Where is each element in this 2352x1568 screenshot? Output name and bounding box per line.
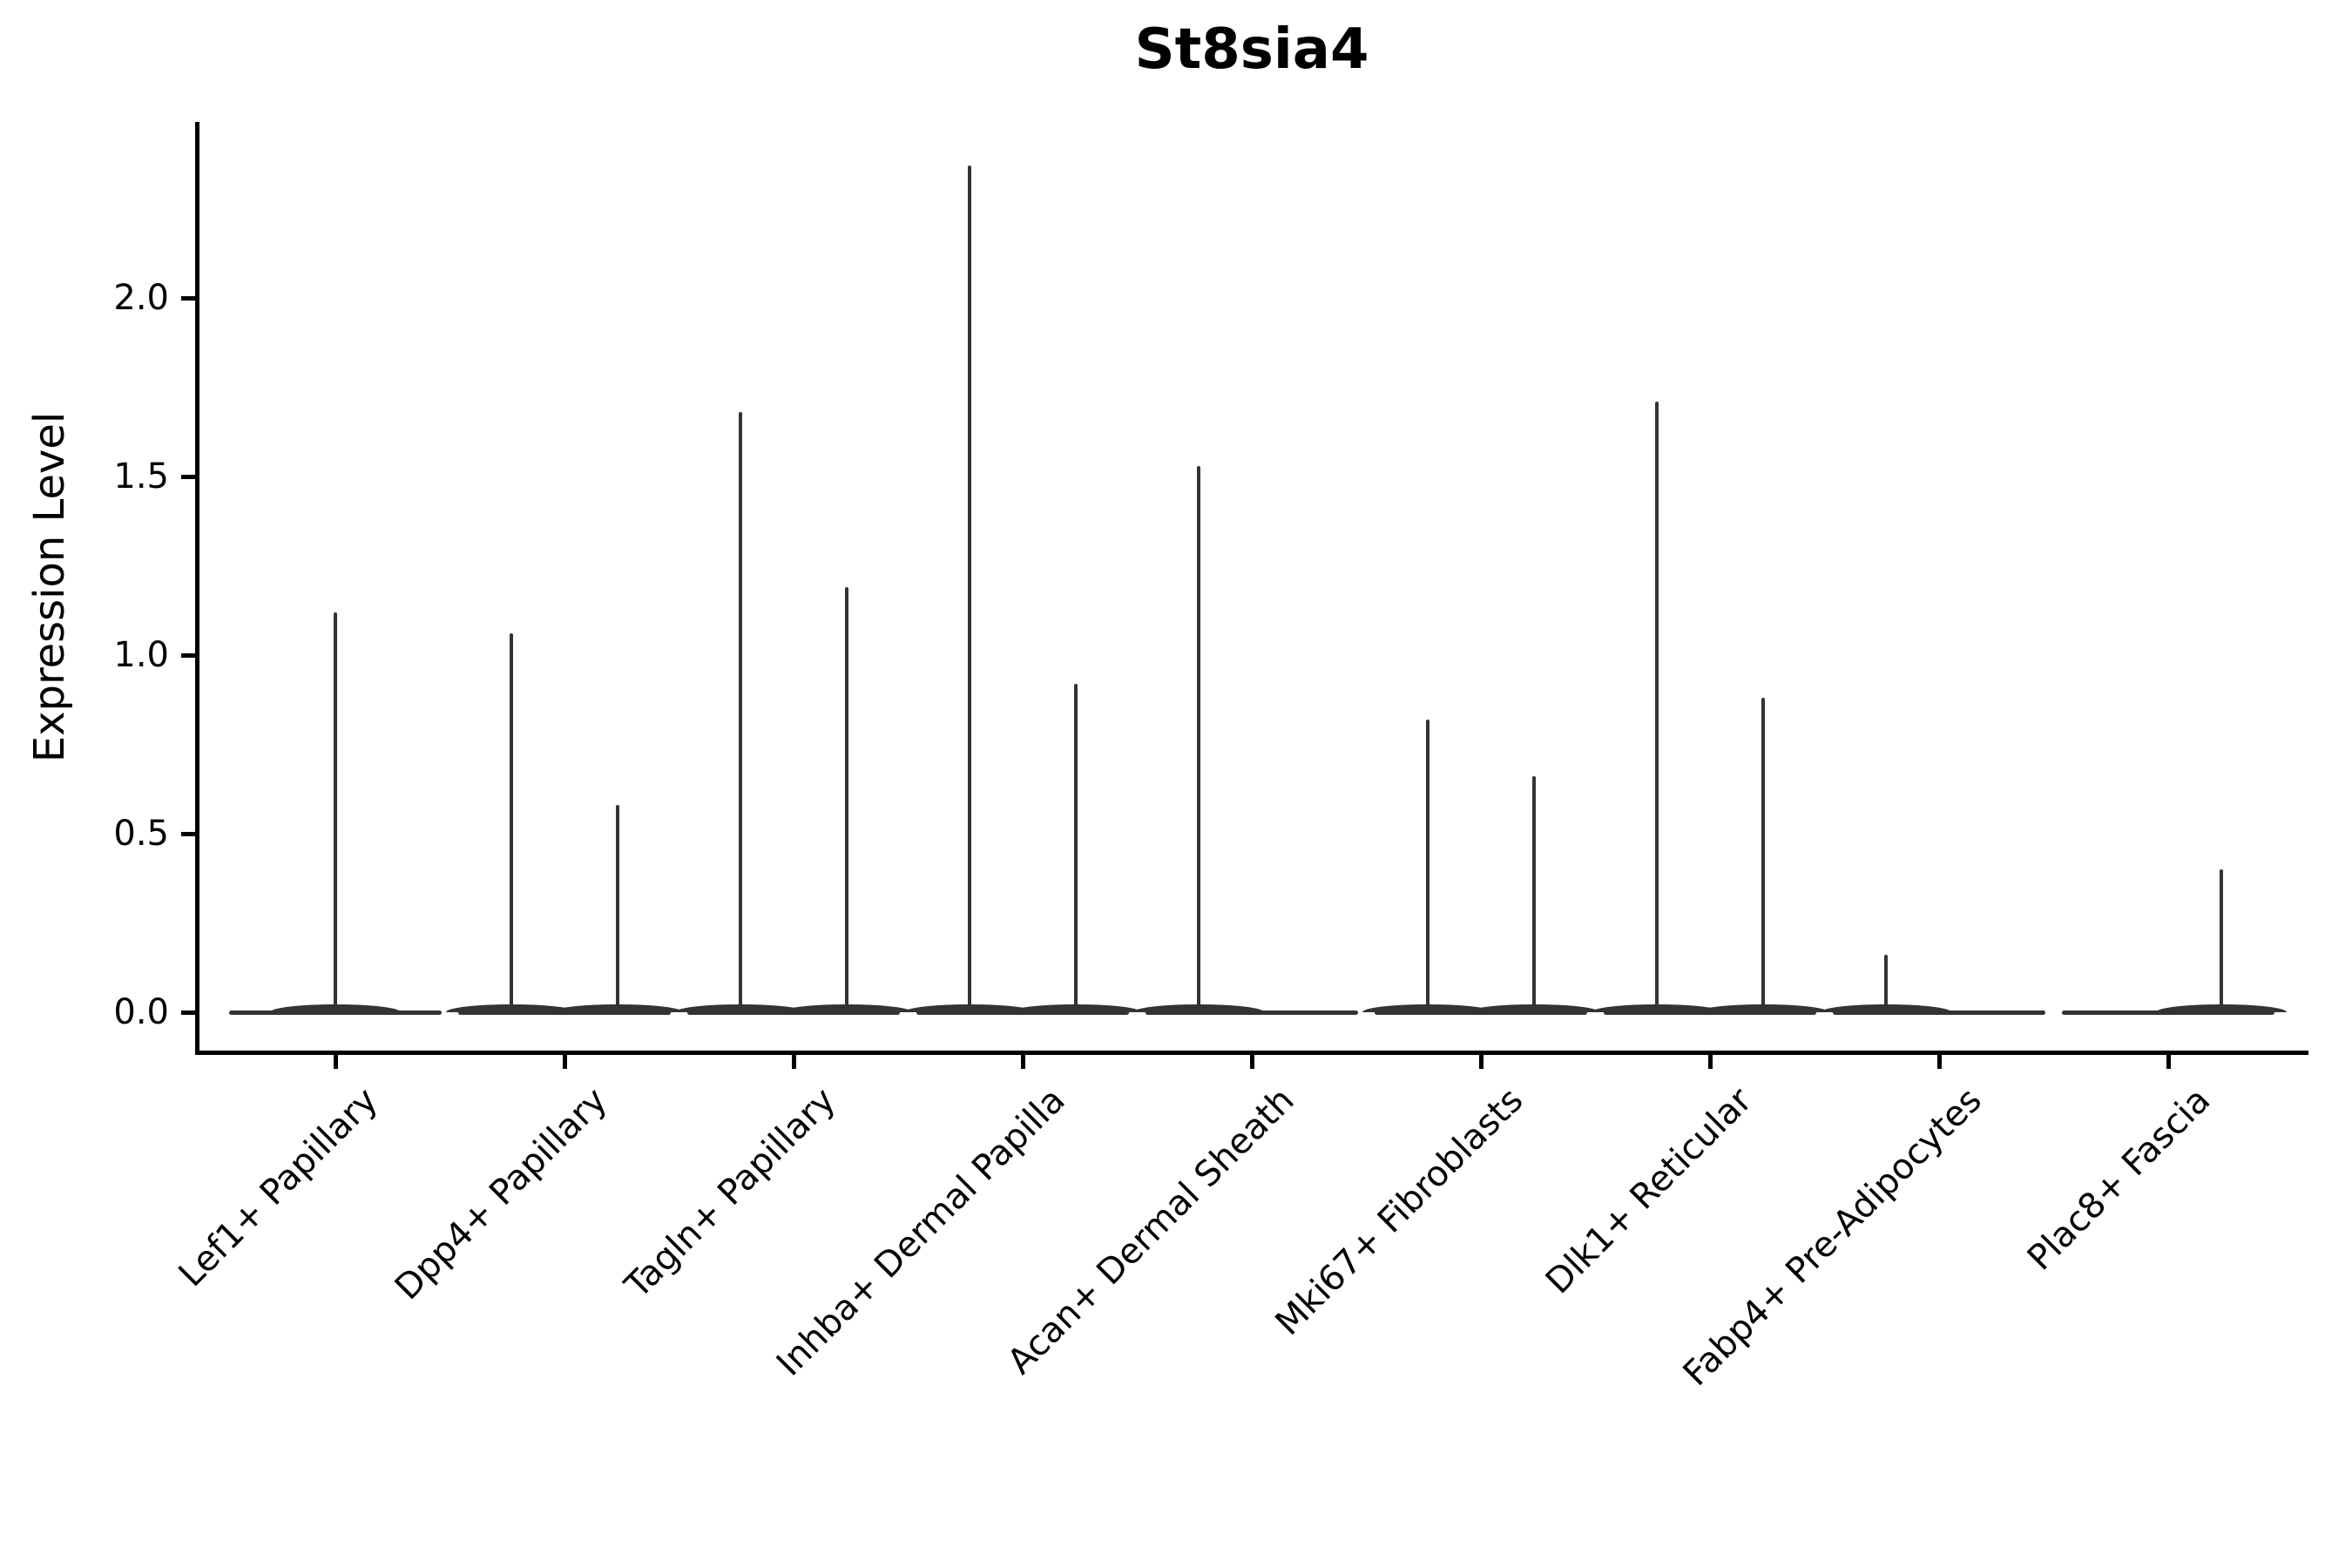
y-tick-mark — [181, 1010, 195, 1015]
violin-base-bump — [1362, 1004, 1493, 1012]
x-tick-mark — [2166, 1055, 2171, 1069]
violin-base-bump — [1821, 1004, 1951, 1012]
violin-base — [1375, 1010, 1587, 1015]
violin-base-bump — [270, 1004, 401, 1012]
violin-base-bump-shape — [1698, 1004, 1828, 1012]
violin-base — [229, 1010, 442, 1015]
x-tick-label: Lef1+ Papillary — [171, 1080, 386, 1295]
violin-density-spike — [510, 633, 513, 1012]
violin-density-spike — [334, 612, 337, 1012]
violin-base — [1833, 1010, 2045, 1015]
violin-density-spike — [1655, 401, 1659, 1012]
y-tick-mark — [181, 831, 195, 836]
x-tick-label: Dpp4+ Papillary — [387, 1080, 615, 1308]
violin-density-spike — [1426, 719, 1429, 1012]
x-tick-mark — [1249, 1055, 1254, 1069]
violin-base-bump — [1010, 1004, 1141, 1012]
violin-base-bump — [552, 1004, 683, 1012]
violin-base-bump — [675, 1004, 806, 1012]
violin-base-bump — [781, 1004, 912, 1012]
x-tick-label: Plac8+ Fascia — [2020, 1080, 2219, 1279]
violin-density-spike — [616, 805, 619, 1012]
y-tick-label: 0.0 — [113, 992, 169, 1032]
violin-density-spike — [2220, 869, 2223, 1012]
violin-base-bump-shape — [781, 1004, 912, 1012]
violin-base-bump-shape — [675, 1004, 806, 1012]
violin-base — [1604, 1010, 1816, 1015]
x-axis-spine — [195, 1051, 2308, 1055]
violin-base-bump — [1469, 1004, 1599, 1012]
x-tick-label: Tagln+ Papillary — [618, 1080, 844, 1307]
x-tick-mark — [1478, 1055, 1484, 1069]
y-tick-label: 2.0 — [113, 278, 169, 318]
violin-base — [2062, 1010, 2274, 1015]
violin-base-bump — [1698, 1004, 1828, 1012]
violin-base-bump-shape — [904, 1004, 1035, 1012]
x-tick-mark — [791, 1055, 796, 1069]
x-tick-label: Dlk1+ Reticular — [1538, 1080, 1761, 1302]
violin-base — [687, 1010, 900, 1015]
chart-title: St8sia4 — [1134, 17, 1369, 82]
y-tick-label: 1.0 — [113, 635, 169, 675]
violin-base-bump-shape — [1469, 1004, 1599, 1012]
x-tick-label: Mki67+ Fibroblasts — [1267, 1080, 1531, 1343]
y-axis-spine — [195, 122, 199, 1055]
violin-density-spike — [1532, 776, 1536, 1012]
violin-base-bump-shape — [1362, 1004, 1493, 1012]
violin-base-bump-shape — [1133, 1004, 1264, 1012]
violin-base-bump — [904, 1004, 1035, 1012]
x-tick-mark — [1707, 1055, 1713, 1069]
violin-base-bump — [446, 1004, 577, 1012]
x-tick-mark — [1936, 1055, 1942, 1069]
y-tick-label: 1.5 — [113, 456, 169, 497]
violin-density-spike — [1197, 465, 1200, 1012]
violin-base — [916, 1010, 1129, 1015]
violin-base-bump-shape — [1592, 1004, 1722, 1012]
violin-density-spike — [1761, 698, 1765, 1012]
violin-density-spike — [1884, 955, 1888, 1012]
violin-base-bump — [1592, 1004, 1722, 1012]
violin-base-bump-shape — [2156, 1004, 2287, 1012]
y-tick-label: 0.5 — [113, 814, 169, 854]
violin-base-bump-shape — [446, 1004, 577, 1012]
violin-base — [1146, 1010, 1358, 1015]
y-tick-mark — [181, 295, 195, 301]
violin-base-bump-shape — [270, 1004, 401, 1012]
violin-base-bump — [1133, 1004, 1264, 1012]
x-tick-mark — [333, 1055, 338, 1069]
violin-base — [458, 1010, 671, 1015]
violin-density-spike — [845, 587, 848, 1012]
y-axis-label: Expression Level — [25, 411, 74, 763]
violin-base-bump-shape — [552, 1004, 683, 1012]
violin-density-spike — [739, 412, 742, 1012]
y-tick-mark — [181, 474, 195, 479]
violin-density-spike — [1074, 683, 1078, 1012]
violin-base-bump-shape — [1821, 1004, 1951, 1012]
violin-base-bump-shape — [1010, 1004, 1141, 1012]
x-tick-mark — [562, 1055, 567, 1069]
y-tick-mark — [181, 652, 195, 658]
violin-base-bump — [2156, 1004, 2287, 1012]
x-tick-mark — [1020, 1055, 1025, 1069]
violin-density-spike — [968, 166, 971, 1012]
